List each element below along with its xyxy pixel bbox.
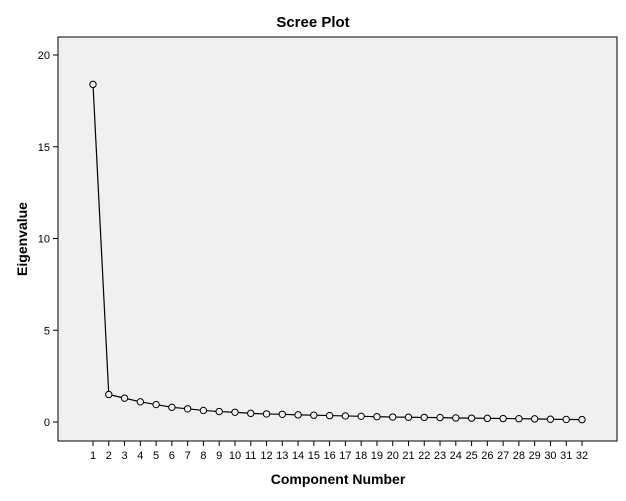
data-point-marker [562, 415, 570, 424]
data-point-marker [262, 410, 271, 418]
data-point-marker [436, 413, 444, 422]
data-point-marker [199, 406, 208, 415]
x-tick-label: 1 [90, 450, 96, 462]
x-tick-label: 32 [576, 450, 588, 462]
data-point-marker [546, 415, 555, 423]
x-axis-label: Component Number [271, 471, 406, 487]
x-tick-label: 8 [200, 450, 206, 462]
y-tick-label: 10 [38, 234, 50, 246]
x-tick-label: 13 [276, 450, 288, 462]
x-tick-label: 18 [355, 450, 367, 462]
data-point-marker [499, 414, 507, 423]
x-tick-label: 20 [387, 450, 399, 462]
x-tick-label: 28 [513, 450, 525, 462]
x-tick-label: 3 [121, 450, 127, 462]
y-axis-label: Eigenvalue [14, 202, 30, 276]
y-tick-label: 0 [44, 417, 50, 429]
x-tick-label: 31 [560, 450, 572, 462]
data-point-marker [247, 409, 255, 418]
data-point-marker [373, 412, 381, 421]
x-tick-label: 5 [153, 450, 159, 462]
x-tick-label: 9 [216, 450, 222, 462]
data-point-marker [420, 413, 428, 422]
data-point-marker [215, 407, 223, 416]
x-tick-label: 7 [185, 450, 191, 462]
data-point-marker [105, 390, 113, 399]
x-tick-label: 23 [434, 450, 446, 462]
data-point-marker [325, 411, 334, 420]
plot-area [57, 36, 618, 442]
data-point-marker [168, 403, 176, 412]
x-tick-label: 26 [481, 450, 493, 462]
data-point-marker [530, 415, 539, 423]
y-tick-label: 5 [44, 325, 50, 337]
x-tick-label: 19 [371, 450, 383, 462]
x-tick-label: 10 [229, 450, 241, 462]
x-tick-label: 17 [339, 450, 351, 462]
series-layer [89, 80, 586, 424]
x-tick-label: 22 [418, 450, 430, 462]
data-point-marker [231, 408, 239, 416]
x-tick-label: 16 [323, 450, 335, 462]
x-tick-label: 21 [402, 450, 414, 462]
data-point-marker [357, 412, 365, 421]
data-point-marker [404, 413, 413, 421]
x-tick-label: 11 [245, 450, 256, 462]
data-point-marker [89, 80, 97, 89]
data-point-marker [278, 410, 286, 418]
data-point-marker [310, 411, 318, 419]
x-axis: 1 2 3 4 5 6 7 8 9 10 11 12 13 14 15 16 17 18 19 20 21 22 23 24 2… [90, 441, 588, 462]
data-point-marker [120, 394, 129, 402]
data-point-marker [452, 414, 460, 422]
data-point-marker [467, 414, 476, 422]
x-tick-label: 2 [106, 450, 112, 462]
x-tick-label: 27 [497, 450, 509, 462]
x-tick-label: 24 [450, 450, 462, 462]
data-point-marker [152, 400, 160, 409]
data-point-marker [578, 415, 586, 424]
y-axis: 0 5 10 15 20 [38, 50, 58, 429]
y-tick-label: 20 [38, 50, 50, 62]
data-point-marker [389, 413, 397, 421]
x-tick-label: 12 [260, 450, 272, 462]
x-tick-label: 30 [544, 450, 556, 462]
data-point-marker [341, 412, 350, 420]
chart-title: Scree Plot [276, 14, 349, 31]
x-tick-label: 29 [529, 450, 541, 462]
data-point-marker [515, 414, 523, 423]
x-tick-label: 4 [137, 450, 143, 462]
data-point-marker [483, 414, 492, 423]
x-tick-label: 6 [169, 450, 175, 462]
x-tick-label: 14 [292, 450, 304, 462]
x-tick-label: 25 [465, 450, 477, 462]
data-point-marker [183, 405, 192, 413]
y-tick-label: 15 [38, 142, 50, 154]
data-point-marker [294, 411, 302, 419]
data-point-marker [136, 398, 145, 406]
x-tick-label: 15 [308, 450, 320, 462]
